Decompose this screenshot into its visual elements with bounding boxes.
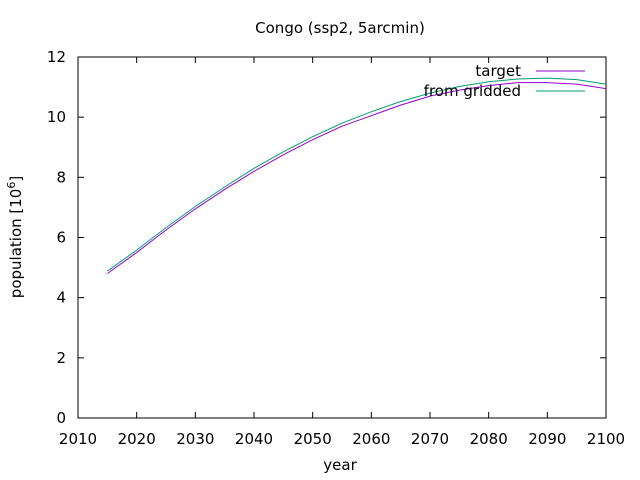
plot-area: 2010 2020 2030 2040 2050 2060 2070 2080 2090 2100…: [47, 48, 625, 448]
x-tick-label: 2080: [470, 430, 508, 448]
series-lines: [107, 77, 607, 275]
y-axis: 0 2 4 6 8 10 12: [47, 48, 606, 427]
x-tick-label: 2060: [352, 430, 390, 448]
y-tick-label: 12: [47, 48, 66, 66]
x-tick-label: 2020: [118, 430, 156, 448]
y-tick-label: 2: [56, 349, 66, 367]
y-axis-label-exponent: 6: [5, 182, 18, 189]
y-tick-label: 4: [56, 289, 66, 307]
series-line-target: [107, 82, 607, 275]
y-axis-label: population [106]: [5, 176, 25, 298]
legend-label-target: target: [475, 62, 521, 80]
x-axis-label: year: [323, 456, 357, 474]
legend: target from gridded: [424, 62, 585, 100]
x-tick-label: 2070: [411, 430, 449, 448]
plot-frame: [77, 56, 607, 419]
y-axis-label-close: ]: [7, 176, 25, 182]
x-tick-label: 2090: [528, 430, 566, 448]
x-tick-label: 2010: [59, 430, 97, 448]
y-tick-label: 6: [56, 229, 66, 247]
chart-title: Congo (ssp2, 5arcmin): [255, 19, 425, 37]
legend-label-from-gridded: from gridded: [424, 82, 521, 100]
x-tick-label: 2040: [235, 430, 273, 448]
x-axis: 2010 2020 2030 2040 2050 2060 2070 2080 2090 2100: [59, 57, 625, 448]
x-tick-label: 2050: [294, 430, 332, 448]
y-tick-label: 8: [56, 168, 66, 186]
y-tick-label: 0: [56, 409, 66, 427]
x-tick-label: 2100: [587, 430, 625, 448]
y-tick-label: 10: [47, 108, 66, 126]
y-axis-label-text: population [10: [7, 189, 25, 299]
x-tick-label: 2030: [176, 430, 214, 448]
series-line-from-gridded: [107, 77, 607, 272]
